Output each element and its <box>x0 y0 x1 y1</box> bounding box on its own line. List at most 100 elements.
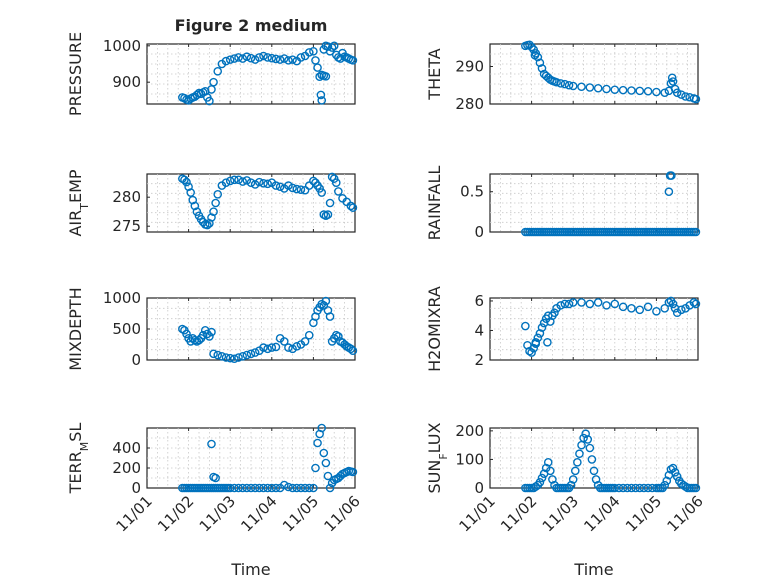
y-axis-label: TERRMSL <box>66 423 91 495</box>
data-point <box>537 64 547 73</box>
data-point <box>568 81 578 91</box>
y-axis-label: AIRTEMP <box>66 169 91 236</box>
data-point <box>246 349 256 359</box>
data-point <box>225 483 235 493</box>
x-axis-label-right: Time <box>573 560 613 579</box>
data-point <box>309 483 318 493</box>
subplot-rainfall: 0 0.5 RAINFALL <box>425 166 701 241</box>
data-point <box>643 302 653 312</box>
data-point <box>317 96 327 105</box>
data-point <box>627 304 636 313</box>
data-point <box>275 182 285 192</box>
data-point <box>313 63 322 72</box>
data-point <box>531 339 541 349</box>
data-point <box>348 203 358 212</box>
data-point <box>643 483 653 493</box>
data-point <box>537 473 547 483</box>
data-point <box>668 77 678 86</box>
data-point <box>614 483 624 493</box>
data-point <box>664 187 674 197</box>
data-point <box>242 176 252 185</box>
data-point <box>521 321 530 331</box>
data-point <box>255 177 264 187</box>
data-point <box>610 85 620 95</box>
data-point <box>242 350 252 360</box>
data-point <box>329 41 339 51</box>
y-tick-label: 0.5 <box>460 183 484 201</box>
data-point <box>205 96 214 106</box>
data-point <box>304 483 314 493</box>
x-tick-label: 11/04 <box>237 492 280 535</box>
data-point <box>198 330 208 340</box>
data-point <box>652 306 661 316</box>
data-point <box>635 305 645 315</box>
data-point <box>575 449 584 459</box>
data-point <box>568 475 578 484</box>
data-point <box>182 329 191 339</box>
y-tick-label: 0 <box>474 223 484 241</box>
data-point <box>577 298 586 307</box>
data-point <box>221 353 231 362</box>
data-point <box>292 184 302 194</box>
data-point <box>618 302 628 312</box>
data-point <box>667 73 677 83</box>
data-point <box>667 171 676 180</box>
data-point <box>221 56 231 66</box>
data-point <box>184 182 193 192</box>
subplot-sun_flux: 0 100 200 SUNFLUX11/0111/0211/0311/0411/051… <box>425 422 707 536</box>
data-point <box>631 483 640 493</box>
data-point <box>213 189 223 199</box>
data-point <box>234 175 243 185</box>
subplot-h2omixra: 2 4 6 H2OMIXRA <box>425 286 701 372</box>
data-point <box>238 54 247 63</box>
data-point <box>691 227 701 237</box>
y-tick-label: 1000 <box>103 289 141 307</box>
data-point <box>267 483 277 493</box>
data-point <box>635 483 645 493</box>
data-point <box>288 183 297 193</box>
data-point <box>552 77 561 87</box>
y-axis-label: RAINFALL <box>425 166 444 241</box>
data-point <box>527 348 536 357</box>
data-point <box>618 85 628 95</box>
data-point <box>691 299 701 309</box>
subplot-air_temp: 275 280 AIRTEMP <box>66 169 358 237</box>
data-point <box>279 480 289 490</box>
data-point <box>321 458 331 468</box>
data-point <box>593 298 603 307</box>
figure-title: Figure 2 medium <box>175 16 328 35</box>
data-point <box>259 343 268 352</box>
subplot-mixdepth: 0 500 1000 MIXDEPTH <box>66 287 358 371</box>
data-point <box>348 346 358 356</box>
data-point <box>246 178 256 187</box>
data-point <box>577 82 586 92</box>
data-point <box>259 178 268 188</box>
data-point <box>275 55 285 64</box>
data-point <box>560 79 570 89</box>
data-point <box>259 483 268 493</box>
data-point <box>647 483 657 493</box>
data-point <box>250 348 260 357</box>
data-point <box>564 80 574 90</box>
data-point <box>568 298 578 307</box>
y-tick-label: 280 <box>455 95 484 113</box>
data-point <box>677 90 686 99</box>
subplot-theta: 280 290 THETA <box>425 40 701 113</box>
data-point <box>225 353 235 363</box>
data-point <box>602 84 611 94</box>
data-point <box>279 54 289 63</box>
data-point <box>300 337 310 346</box>
data-point <box>263 344 272 354</box>
y-tick-label: 0 <box>131 479 141 497</box>
data-point <box>546 466 555 476</box>
data-point <box>279 337 289 346</box>
data-point <box>581 429 590 439</box>
y-tick-label: 280 <box>112 188 141 206</box>
data-point <box>593 83 603 93</box>
data-point <box>182 177 191 187</box>
data-point <box>327 43 337 52</box>
data-point <box>234 353 243 362</box>
data-point <box>288 483 297 493</box>
